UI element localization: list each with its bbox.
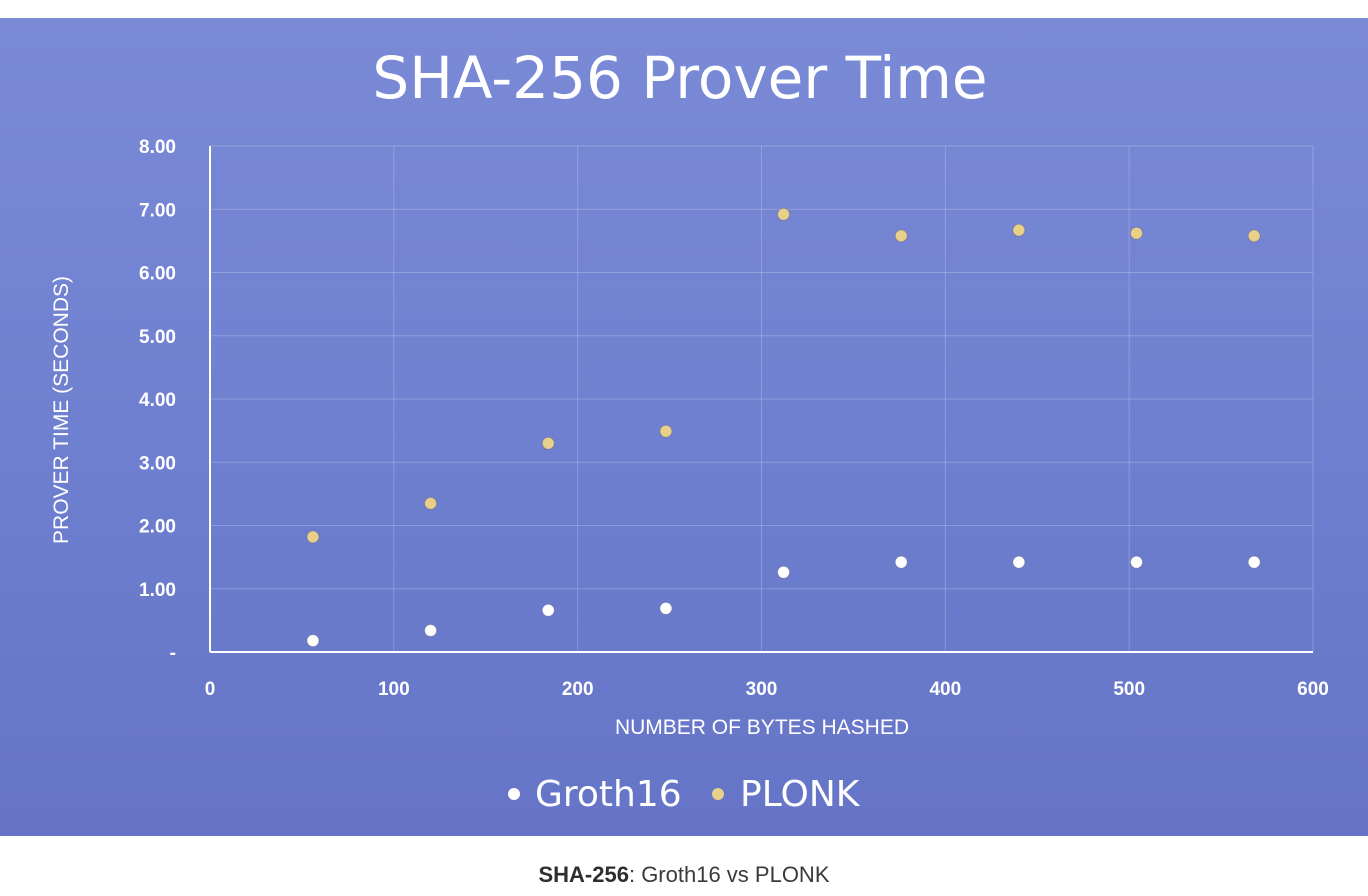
y-tick-label: 5.00 [139,327,176,348]
axes [209,146,1313,653]
legend: Groth16 PLONK [508,774,861,815]
point-groth16 [1012,555,1026,569]
point-plonk [1130,226,1144,240]
caption-text: : Groth16 vs PLONK [628,862,830,887]
point-plonk [424,496,438,510]
y-tick-label: 7.00 [139,200,176,221]
point-plonk [894,229,908,243]
point-groth16 [306,634,320,648]
caption-bold: SHA-256 [538,862,629,887]
y-tick-label: 4.00 [139,390,176,411]
legend-marker-groth16 [508,788,520,800]
x-tick-label: 600 [1297,679,1329,700]
y-tick-label: 1.00 [139,580,176,601]
scatter-chart: SHA-256 Prover Time - 1.00 2.00 3.00 4.00 5.0… [50,44,1329,815]
point-plonk [777,207,791,221]
y-axis-label: PROVER TIME (SECONDS) [50,276,73,544]
gridlines [210,145,1314,652]
point-groth16 [777,565,791,579]
point-groth16 [1130,555,1144,569]
point-groth16 [424,623,438,637]
data-points [306,207,1261,648]
point-groth16 [659,601,673,615]
chart-title: SHA-256 Prover Time [372,44,987,112]
x-axis-label: NUMBER OF BYTES HASHED [615,716,909,739]
y-tick-label: - [170,643,176,664]
y-tick-label: 3.00 [139,453,176,474]
point-plonk [541,436,555,450]
x-tick-label: 100 [378,679,410,700]
legend-label-groth16: Groth16 [535,774,682,815]
x-tick-label: 400 [929,679,961,700]
point-plonk [1012,223,1026,237]
x-tick-label: 200 [562,679,594,700]
point-groth16 [894,555,908,569]
legend-label-plonk: PLONK [740,774,861,815]
point-groth16 [541,603,555,617]
y-tick-label: 8.00 [139,137,176,158]
point-plonk [659,424,673,438]
x-tick-labels: 0 100 200 300 400 500 600 [205,679,1329,700]
y-tick-labels: - 1.00 2.00 3.00 4.00 5.00 6.00 7.00 8.00 [139,137,176,664]
x-tick-label: 500 [1113,679,1145,700]
figure-caption: SHA-256: Groth16 vs PLONK [0,862,1368,888]
point-groth16 [1247,555,1261,569]
legend-marker-plonk [712,788,724,800]
chart-panel: SHA-256 Prover Time - 1.00 2.00 3.00 4.00 5.0… [0,18,1368,836]
point-plonk [1247,229,1261,243]
x-tick-label: 0 [205,679,216,700]
y-tick-label: 2.00 [139,517,176,538]
x-tick-label: 300 [746,679,778,700]
point-plonk [306,530,320,544]
y-tick-label: 6.00 [139,264,176,285]
